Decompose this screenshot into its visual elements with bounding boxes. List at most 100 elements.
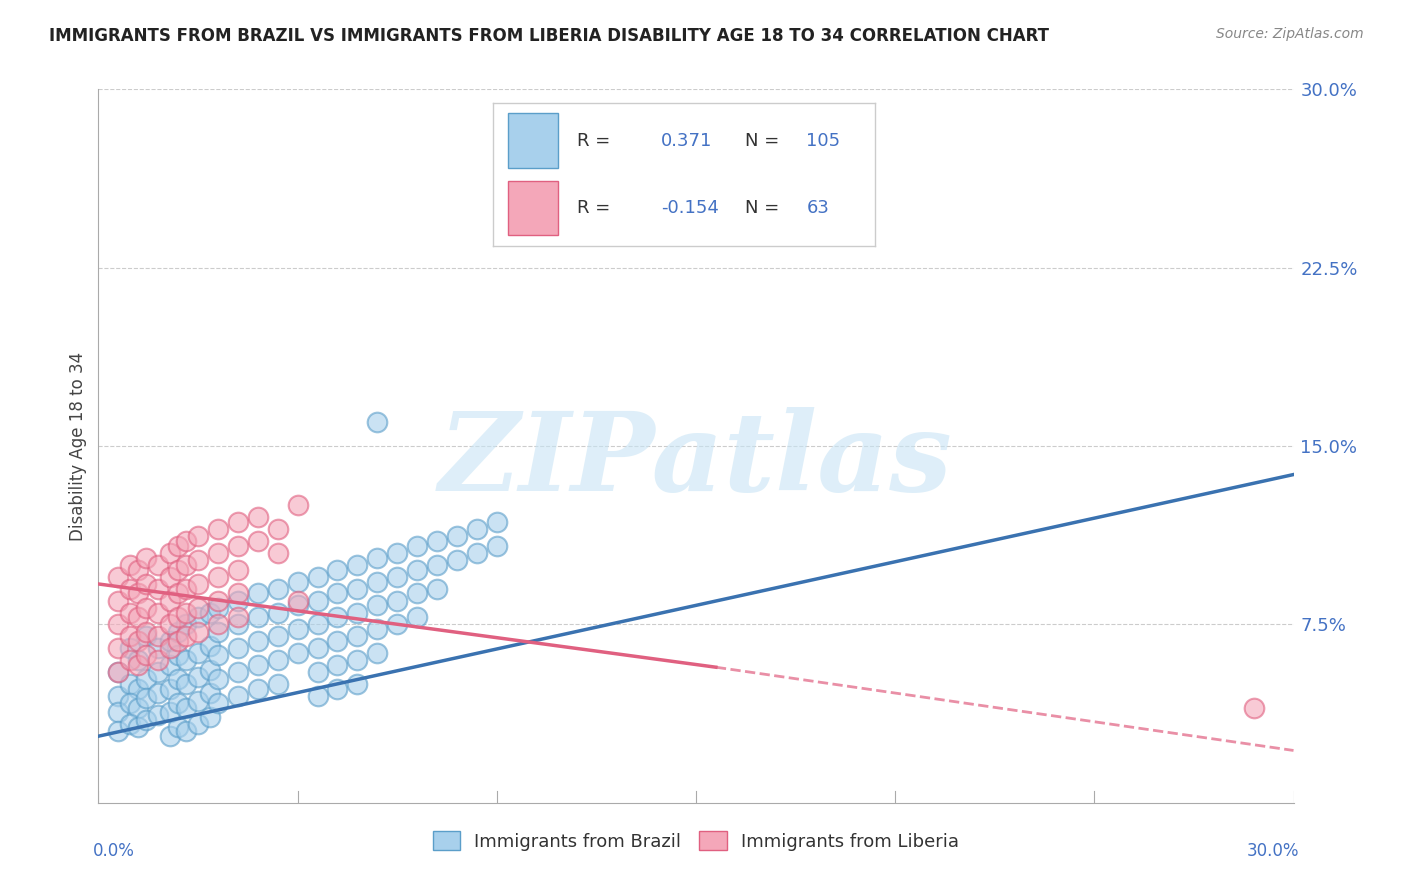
Point <box>326 563 349 577</box>
Point <box>307 570 329 584</box>
Point <box>107 665 129 679</box>
Point <box>187 600 209 615</box>
Point <box>385 570 409 584</box>
Point <box>174 724 197 739</box>
Point <box>207 648 229 663</box>
Point <box>385 593 409 607</box>
Point <box>326 681 349 696</box>
Point <box>385 617 409 632</box>
Point <box>406 563 429 577</box>
Point <box>198 710 221 724</box>
Point <box>120 677 142 691</box>
Point <box>127 653 149 667</box>
Point <box>107 617 129 632</box>
Point <box>198 686 221 700</box>
Point <box>120 641 142 656</box>
Point <box>207 617 229 632</box>
Point <box>135 624 157 639</box>
Point <box>120 582 142 596</box>
Point <box>187 624 209 639</box>
Point <box>226 539 249 553</box>
Text: IMMIGRANTS FROM BRAZIL VS IMMIGRANTS FROM LIBERIA DISABILITY AGE 18 TO 34 CORREL: IMMIGRANTS FROM BRAZIL VS IMMIGRANTS FRO… <box>49 27 1049 45</box>
Point <box>187 693 209 707</box>
Point <box>226 593 249 607</box>
Point <box>135 648 157 663</box>
Point <box>246 534 269 549</box>
Point <box>287 646 309 660</box>
Point <box>135 600 157 615</box>
Point <box>207 624 229 639</box>
Point <box>326 586 349 600</box>
Point <box>226 665 249 679</box>
Point <box>148 641 170 656</box>
Point <box>174 617 197 632</box>
Point <box>366 646 388 660</box>
Point <box>127 700 149 714</box>
Y-axis label: Disability Age 18 to 34: Disability Age 18 to 34 <box>69 351 87 541</box>
Point <box>207 570 229 584</box>
Point <box>135 713 157 727</box>
Point <box>326 657 349 672</box>
Point <box>226 563 249 577</box>
Point <box>107 689 129 703</box>
Point <box>246 586 269 600</box>
Point <box>187 553 209 567</box>
Point <box>135 629 157 643</box>
Point <box>159 634 181 648</box>
Point <box>135 550 157 565</box>
Legend: Immigrants from Brazil, Immigrants from Liberia: Immigrants from Brazil, Immigrants from … <box>426 824 966 858</box>
Point <box>167 563 190 577</box>
Point <box>246 681 269 696</box>
Point <box>287 593 309 607</box>
Point <box>120 696 142 710</box>
Point <box>326 610 349 624</box>
Point <box>307 665 329 679</box>
Point <box>287 622 309 636</box>
Point <box>246 610 269 624</box>
Point <box>135 672 157 686</box>
Point <box>174 534 197 549</box>
Point <box>406 586 429 600</box>
Text: 0.0%: 0.0% <box>93 842 135 860</box>
Point <box>159 617 181 632</box>
Point <box>246 657 269 672</box>
Point <box>346 629 368 643</box>
Point <box>207 593 229 607</box>
Text: 30.0%: 30.0% <box>1247 842 1299 860</box>
Point <box>167 539 190 553</box>
Point <box>159 706 181 720</box>
Point <box>198 639 221 653</box>
Point <box>120 558 142 572</box>
Point <box>107 593 129 607</box>
Point <box>307 689 329 703</box>
Point <box>246 510 269 524</box>
Point <box>207 522 229 536</box>
Point <box>267 606 290 620</box>
Point <box>346 606 368 620</box>
Point <box>226 515 249 529</box>
Point <box>326 634 349 648</box>
Point <box>267 582 290 596</box>
Point <box>366 550 388 565</box>
Point <box>226 689 249 703</box>
Point <box>159 593 181 607</box>
Point <box>246 634 269 648</box>
Point <box>287 599 309 613</box>
Point <box>174 582 197 596</box>
Point <box>307 617 329 632</box>
Point <box>198 606 221 620</box>
Point <box>1243 700 1265 714</box>
Point <box>207 600 229 615</box>
Point <box>120 717 142 731</box>
Point <box>148 582 170 596</box>
Point <box>366 415 388 429</box>
Text: ZIPatlas: ZIPatlas <box>439 407 953 514</box>
Point <box>366 599 388 613</box>
Point <box>148 558 170 572</box>
Point <box>127 563 149 577</box>
Point <box>346 653 368 667</box>
Point <box>287 574 309 589</box>
Point <box>148 629 170 643</box>
Point <box>226 641 249 656</box>
Point <box>485 539 508 553</box>
